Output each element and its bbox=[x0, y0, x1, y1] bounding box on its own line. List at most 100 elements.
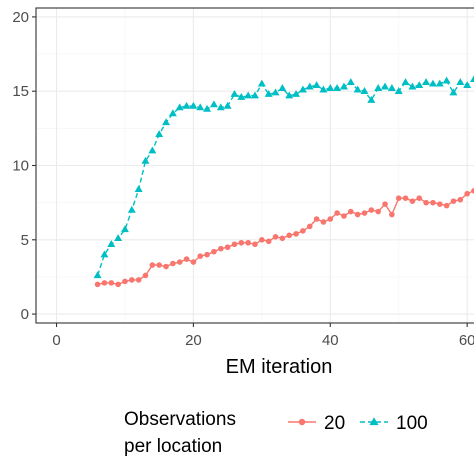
data-point-20 bbox=[464, 190, 470, 197]
data-point-100 bbox=[168, 109, 177, 117]
data-point-20 bbox=[211, 248, 217, 255]
data-point-100 bbox=[374, 84, 383, 91]
data-point-100 bbox=[470, 75, 474, 83]
data-point-100 bbox=[422, 78, 431, 86]
data-point-100 bbox=[456, 78, 465, 86]
data-point-20 bbox=[135, 277, 142, 283]
data-point-20 bbox=[115, 281, 121, 288]
x-tick-label: 20 bbox=[185, 332, 202, 349]
data-point-100 bbox=[244, 91, 253, 99]
data-point-20 bbox=[252, 241, 258, 248]
data-point-100 bbox=[175, 103, 184, 111]
data-point-100 bbox=[353, 85, 362, 93]
data-point-20 bbox=[149, 262, 156, 268]
data-point-20 bbox=[395, 195, 402, 201]
data-point-100 bbox=[428, 79, 437, 87]
data-point-100 bbox=[203, 104, 212, 112]
grid-major bbox=[36, 8, 474, 323]
data-point-20 bbox=[348, 208, 354, 215]
data-point-100 bbox=[237, 92, 246, 100]
axis-ticks bbox=[32, 16, 468, 327]
data-point-20 bbox=[354, 211, 361, 218]
data-point-100 bbox=[209, 100, 218, 108]
series-layer bbox=[93, 75, 474, 288]
data-point-20 bbox=[170, 260, 176, 267]
data-point-100 bbox=[319, 85, 328, 93]
data-point-20 bbox=[204, 251, 210, 258]
data-point-100 bbox=[196, 103, 205, 111]
legend: Observations per location 20 100 bbox=[124, 409, 428, 457]
data-point-100 bbox=[415, 81, 424, 88]
data-point-100 bbox=[360, 87, 369, 94]
data-point-100 bbox=[381, 82, 390, 90]
x-tick-labels: 0 20 40 60 bbox=[52, 332, 474, 349]
data-point-100 bbox=[339, 82, 348, 90]
data-point-100 bbox=[216, 103, 225, 111]
data-point-100 bbox=[305, 82, 314, 90]
data-point-100 bbox=[435, 79, 444, 87]
data-point-100 bbox=[326, 84, 335, 91]
data-point-20 bbox=[327, 216, 334, 222]
data-point-20 bbox=[224, 244, 231, 251]
data-point-20 bbox=[129, 277, 135, 283]
data-point-100 bbox=[387, 84, 396, 91]
data-point-20 bbox=[94, 281, 101, 288]
data-point-20 bbox=[341, 213, 347, 219]
y-tick-label: 5 bbox=[21, 232, 29, 249]
data-point-20 bbox=[334, 210, 340, 216]
data-point-100 bbox=[182, 101, 191, 109]
data-point-100 bbox=[141, 156, 150, 164]
data-point-20 bbox=[286, 232, 293, 239]
data-point-20 bbox=[450, 198, 457, 204]
data-point-100 bbox=[107, 240, 116, 247]
data-point-100 bbox=[394, 87, 403, 94]
data-point-100 bbox=[162, 118, 171, 126]
data-point-20 bbox=[423, 199, 429, 206]
legend-key-marker-20 bbox=[298, 418, 306, 426]
data-point-100 bbox=[333, 84, 342, 91]
data-point-100 bbox=[114, 234, 123, 242]
data-point-20 bbox=[265, 238, 272, 245]
legend-label-100: 100 bbox=[396, 413, 428, 434]
x-tick-label: 60 bbox=[459, 332, 474, 349]
data-point-20 bbox=[272, 234, 279, 240]
data-point-100 bbox=[408, 82, 417, 90]
data-point-20 bbox=[279, 235, 286, 242]
data-point-20 bbox=[361, 210, 368, 216]
y-tick-label: 20 bbox=[12, 9, 29, 26]
data-point-100 bbox=[292, 89, 301, 97]
data-point-20 bbox=[183, 256, 190, 262]
data-point-20 bbox=[306, 223, 313, 230]
data-point-100 bbox=[155, 130, 164, 138]
data-point-100 bbox=[346, 78, 355, 86]
data-point-100 bbox=[189, 101, 198, 109]
data-point-20 bbox=[293, 231, 299, 237]
data-point-100 bbox=[257, 79, 266, 87]
data-point-20 bbox=[471, 187, 474, 194]
y-tick-label: 0 bbox=[21, 306, 29, 323]
y-tick-labels: 0 5 10 15 20 bbox=[12, 9, 29, 323]
data-point-20 bbox=[409, 198, 416, 204]
data-point-20 bbox=[368, 207, 375, 213]
data-point-20 bbox=[108, 280, 115, 286]
legend-keys: 20 100 bbox=[288, 413, 428, 434]
data-point-20 bbox=[238, 239, 245, 246]
data-point-20 bbox=[320, 219, 327, 225]
data-point-20 bbox=[176, 259, 183, 265]
data-point-20 bbox=[217, 245, 224, 252]
x-tick-label: 40 bbox=[322, 332, 339, 349]
data-point-20 bbox=[142, 272, 149, 279]
data-point-100 bbox=[148, 146, 157, 154]
data-point-20 bbox=[245, 239, 251, 246]
data-point-100 bbox=[100, 250, 109, 258]
data-point-20 bbox=[300, 228, 306, 234]
x-axis-title: EM iteration bbox=[226, 356, 333, 378]
data-point-100 bbox=[463, 81, 472, 88]
data-point-100 bbox=[134, 185, 143, 193]
data-point-20 bbox=[197, 253, 204, 259]
data-point-20 bbox=[101, 280, 108, 286]
data-point-20 bbox=[375, 208, 381, 215]
data-point-20 bbox=[457, 196, 464, 203]
data-point-20 bbox=[231, 241, 238, 248]
